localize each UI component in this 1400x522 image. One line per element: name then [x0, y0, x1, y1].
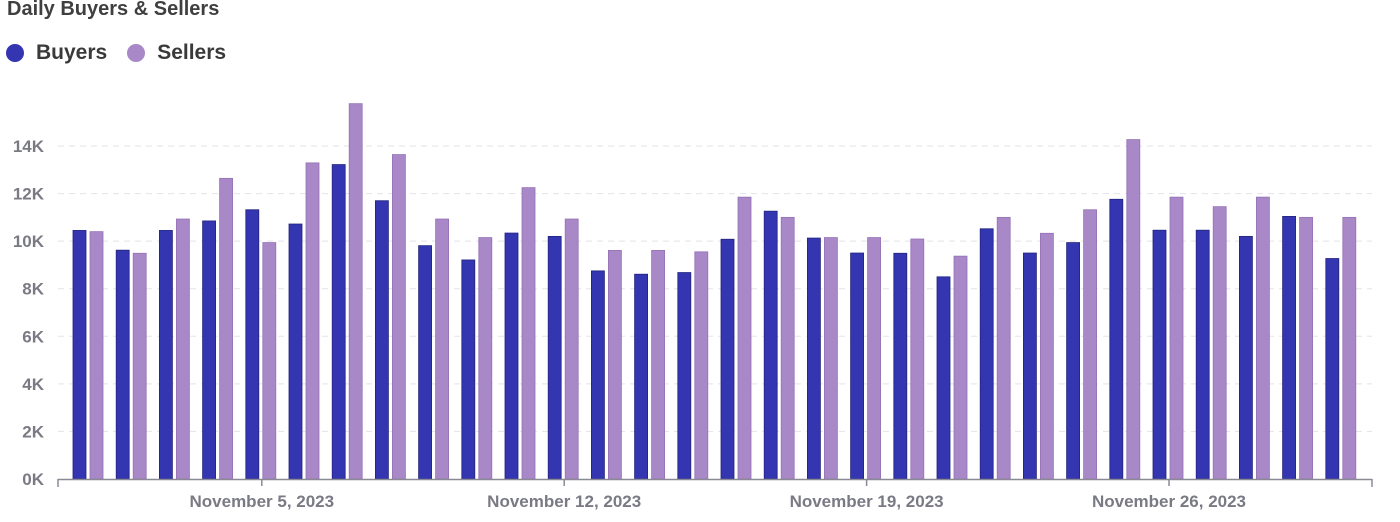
bar-buyers[interactable]	[202, 220, 217, 480]
bar-sellers[interactable]	[1040, 232, 1054, 480]
bar-sellers[interactable]	[694, 251, 709, 480]
bar-sellers[interactable]	[391, 154, 406, 480]
y-tick-label: 14K	[13, 137, 45, 156]
bar-buyers[interactable]	[1282, 216, 1296, 480]
bar-buyers[interactable]	[1066, 242, 1080, 480]
legend: Buyers Sellers	[6, 40, 246, 66]
bar-sellers[interactable]	[1342, 216, 1357, 480]
y-tick-label: 8K	[22, 280, 44, 299]
bar-buyers[interactable]	[1023, 252, 1037, 480]
bar-buyers[interactable]	[461, 259, 476, 480]
bar-sellers[interactable]	[219, 177, 234, 480]
bar-buyers[interactable]	[115, 249, 130, 480]
bar-buyers[interactable]	[418, 245, 433, 480]
bar-sellers[interactable]	[1126, 139, 1141, 480]
bar-sellers[interactable]	[996, 216, 1011, 480]
y-tick-label: 4K	[22, 375, 44, 394]
bar-buyers[interactable]	[850, 252, 864, 480]
y-tick-label: 0K	[22, 470, 44, 489]
x-tick-label: November 5, 2023	[190, 492, 335, 511]
bar-sellers[interactable]	[608, 250, 622, 480]
legend-item-buyers[interactable]: Buyers	[6, 41, 107, 65]
x-tick-label: November 12, 2023	[487, 492, 641, 511]
bar-sellers[interactable]	[132, 252, 147, 480]
bar-buyers[interactable]	[1325, 258, 1340, 480]
bar-buyers[interactable]	[288, 223, 303, 480]
y-tick-label: 10K	[13, 232, 45, 251]
y-tick-label: 6K	[22, 327, 44, 346]
legend-label-sellers: Sellers	[157, 41, 227, 64]
legend-label-buyers: Buyers	[36, 41, 108, 64]
bar-buyers[interactable]	[72, 230, 87, 480]
x-tick-label: November 26, 2023	[1092, 492, 1246, 511]
chart-title: Daily Buyers & Sellers	[7, 0, 220, 20]
bar-buyers[interactable]	[1109, 198, 1124, 480]
bar-sellers[interactable]	[1083, 209, 1097, 480]
bar-buyers[interactable]	[547, 235, 562, 480]
bar-buyers[interactable]	[763, 210, 778, 480]
bar-buyers[interactable]	[936, 276, 951, 480]
bar-sellers[interactable]	[953, 255, 968, 480]
bar-buyers[interactable]	[331, 164, 346, 480]
bar-buyers[interactable]	[1195, 229, 1210, 480]
bar-sellers[interactable]	[824, 237, 838, 480]
bar-sellers[interactable]	[435, 218, 450, 480]
bar-buyers[interactable]	[979, 228, 994, 480]
bar-buyers[interactable]	[1239, 235, 1253, 480]
bar-sellers[interactable]	[910, 238, 925, 480]
legend-swatch-sellers	[127, 44, 146, 62]
y-tick-label: 12K	[13, 185, 45, 204]
legend-item-sellers[interactable]: Sellers	[127, 41, 226, 65]
bar-sellers[interactable]	[1169, 196, 1184, 480]
x-tick-label: November 19, 2023	[790, 492, 944, 511]
bar-buyers[interactable]	[677, 272, 692, 480]
bar-buyers[interactable]	[245, 209, 260, 480]
bar-sellers[interactable]	[305, 162, 320, 480]
bar-sellers[interactable]	[867, 237, 881, 480]
bar-buyers[interactable]	[504, 232, 519, 480]
bar-buyers[interactable]	[893, 252, 908, 480]
bar-sellers[interactable]	[348, 103, 363, 480]
bar-sellers[interactable]	[651, 250, 665, 480]
bar-sellers[interactable]	[175, 218, 190, 480]
bar-buyers[interactable]	[1152, 229, 1167, 480]
legend-swatch-buyers	[6, 44, 24, 62]
bar-sellers[interactable]	[1299, 216, 1313, 480]
bar-sellers[interactable]	[521, 187, 536, 480]
bar-buyers[interactable]	[374, 200, 389, 480]
bar-sellers[interactable]	[262, 242, 277, 480]
bar-buyers[interactable]	[634, 273, 648, 480]
bar-sellers[interactable]	[478, 237, 493, 480]
bar-buyers[interactable]	[158, 230, 173, 480]
bar-sellers[interactable]	[564, 218, 579, 480]
bar-buyers[interactable]	[807, 237, 821, 480]
bar-sellers[interactable]	[780, 216, 795, 480]
bar-sellers[interactable]	[737, 196, 752, 480]
bar-sellers[interactable]	[1212, 206, 1227, 480]
y-tick-label: 2K	[22, 422, 44, 441]
bar-sellers[interactable]	[89, 231, 104, 480]
bar-sellers[interactable]	[1256, 196, 1270, 480]
bar-buyers[interactable]	[720, 238, 735, 480]
bar-buyers[interactable]	[591, 270, 605, 480]
